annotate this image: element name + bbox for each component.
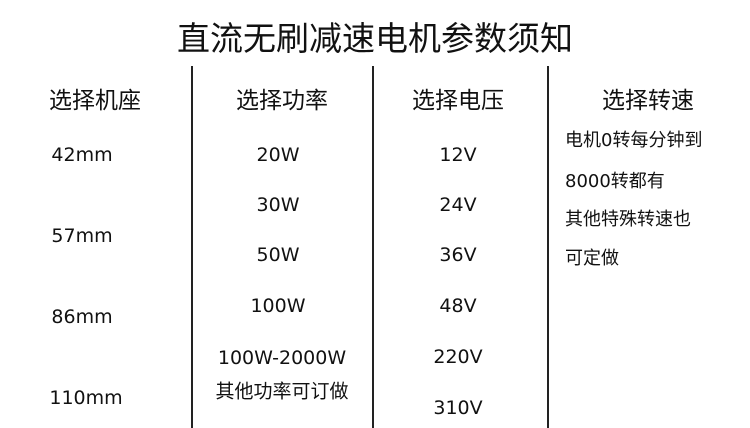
power-note: 其他功率可订做 bbox=[215, 380, 349, 403]
power-value: 30W bbox=[256, 194, 300, 216]
header-frame-size: 选择机座 bbox=[49, 88, 141, 114]
frame-size-value: 86mm bbox=[51, 306, 113, 328]
frame-size-value: 57mm bbox=[51, 225, 113, 247]
power-value: 100W bbox=[250, 295, 306, 317]
voltage-value: 24V bbox=[439, 194, 477, 216]
frame-size-value: 42mm bbox=[51, 144, 113, 166]
header-power: 选择功率 bbox=[236, 88, 328, 114]
speed-note-line: 可定做 bbox=[565, 248, 619, 269]
column-divider bbox=[191, 66, 193, 428]
column-divider bbox=[547, 66, 549, 428]
voltage-value: 48V bbox=[439, 295, 477, 317]
voltage-value: 310V bbox=[433, 397, 483, 419]
speed-note-line: 8000转都有 bbox=[565, 171, 665, 192]
column-divider bbox=[372, 66, 374, 428]
voltage-value: 12V bbox=[439, 144, 477, 166]
speed-note-line: 其他特殊转速也 bbox=[565, 209, 691, 230]
voltage-value: 36V bbox=[439, 244, 477, 266]
power-value: 50W bbox=[256, 244, 300, 266]
page-title: 直流无刷减速电机参数须知 bbox=[177, 19, 573, 58]
speed-note-line: 电机0转每分钟到 bbox=[565, 130, 703, 151]
header-voltage: 选择电压 bbox=[412, 88, 504, 114]
voltage-value: 220V bbox=[433, 346, 483, 368]
frame-size-value: 110mm bbox=[49, 387, 123, 409]
power-value: 20W bbox=[256, 144, 300, 166]
header-speed: 选择转速 bbox=[602, 88, 694, 114]
power-value: 100W-2000W bbox=[217, 347, 347, 369]
